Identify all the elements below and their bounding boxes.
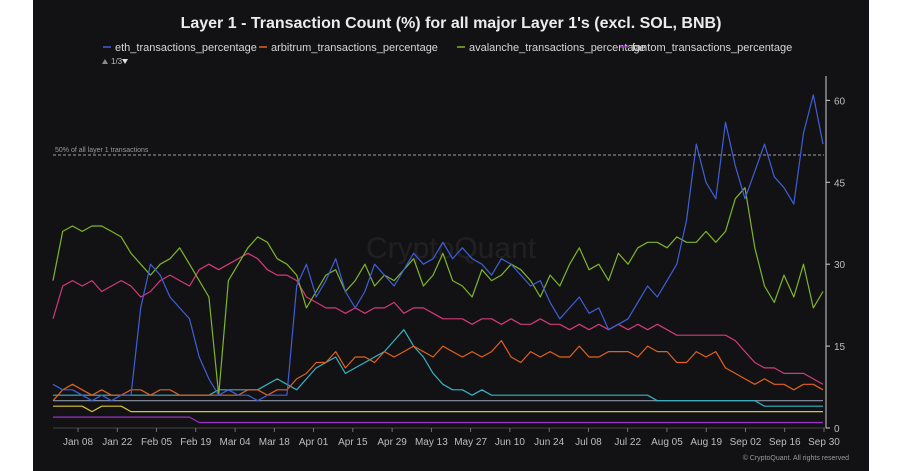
reference-line-group: 50% of all layer 1 transactions [53,147,824,156]
y-tick-label: 45 [834,178,846,189]
x-tick-label: Aug 19 [690,437,722,448]
y-tick-label: 30 [834,260,846,271]
watermark: CryptoQuant [366,232,537,265]
line-chart: Layer 1 - Transaction Count (%) for all … [52,15,849,462]
y-tick-label: 15 [834,342,846,353]
x-tick-label: Jul 08 [575,437,602,448]
x-tick-label: Feb 19 [180,437,212,448]
series-line-series-5[interactable] [53,329,823,407]
legend-entry-arbitrum_transactions_percentage[interactable]: arbitrum_transactions_percentage [271,42,438,54]
x-tick-label: May 13 [415,437,448,448]
y-tick-label: 0 [834,424,840,435]
legend-entry-fantom_transactions_percentage[interactable]: fantom_transactions_percentage [632,42,792,54]
x-tick-label: Sep 16 [769,437,801,448]
x-tick-label: May 27 [454,437,487,448]
x-tick-label: Mar 18 [259,437,291,448]
x-tick-label: Jul 22 [614,437,641,448]
x-tick-label: Sep 30 [808,437,840,448]
series-line-eth_transactions_percentage[interactable] [52,94,824,402]
x-tick-label: Apr 01 [299,437,329,448]
chart-frame: Layer 1 - Transaction Count (%) for all … [33,0,869,471]
legend: eth_transactions_percentage arbitrum_tran… [103,42,792,54]
series-line-series-4[interactable] [52,252,824,385]
x-tick-label: Apr 29 [377,437,407,448]
x-tick-label: Jan 08 [63,437,93,448]
credits: © CryptoQuant. All rights reserved [743,454,849,462]
x-tick-label: Sep 02 [730,437,762,448]
x-tick-label: Jun 24 [534,437,564,448]
series-lines [52,94,824,424]
chart-title: Layer 1 - Transaction Count (%) for all … [181,15,722,32]
x-tick-label: Aug 05 [651,437,683,448]
series-line-avalanche_transactions_percentage[interactable] [52,187,824,396]
y-axis: 0 15 30 45 60 [825,76,846,435]
pager-label: 1/3 [111,57,123,66]
x-tick-label: Feb 05 [141,437,173,448]
x-tick-label: Mar 04 [219,437,251,448]
series-line-fantom_transactions_percentage[interactable] [53,416,823,424]
pager-prev-icon[interactable] [102,59,108,64]
pager-next-icon[interactable] [122,59,128,64]
x-tick-label: Apr 15 [338,437,368,448]
x-tick-label: Jun 10 [495,437,525,448]
series-line-series-6[interactable] [53,405,823,413]
legend-pager[interactable]: 1/3 [102,57,128,66]
y-tick-label: 60 [834,96,846,107]
reference-line-label: 50% of all layer 1 transactions [55,147,149,154]
legend-entry-eth_transactions_percentage[interactable]: eth_transactions_percentage [115,42,257,54]
series-line-arbitrum_transactions_percentage[interactable] [52,340,824,402]
legend-entry-avalanche_transactions_percentage[interactable]: avalanche_transactions_percentage [469,42,646,54]
x-tick-label: Jan 22 [102,437,132,448]
x-axis: Jan 08 Jan 22 Feb 05 Feb 19 Mar 04 Mar 18 Apr … [53,427,840,448]
